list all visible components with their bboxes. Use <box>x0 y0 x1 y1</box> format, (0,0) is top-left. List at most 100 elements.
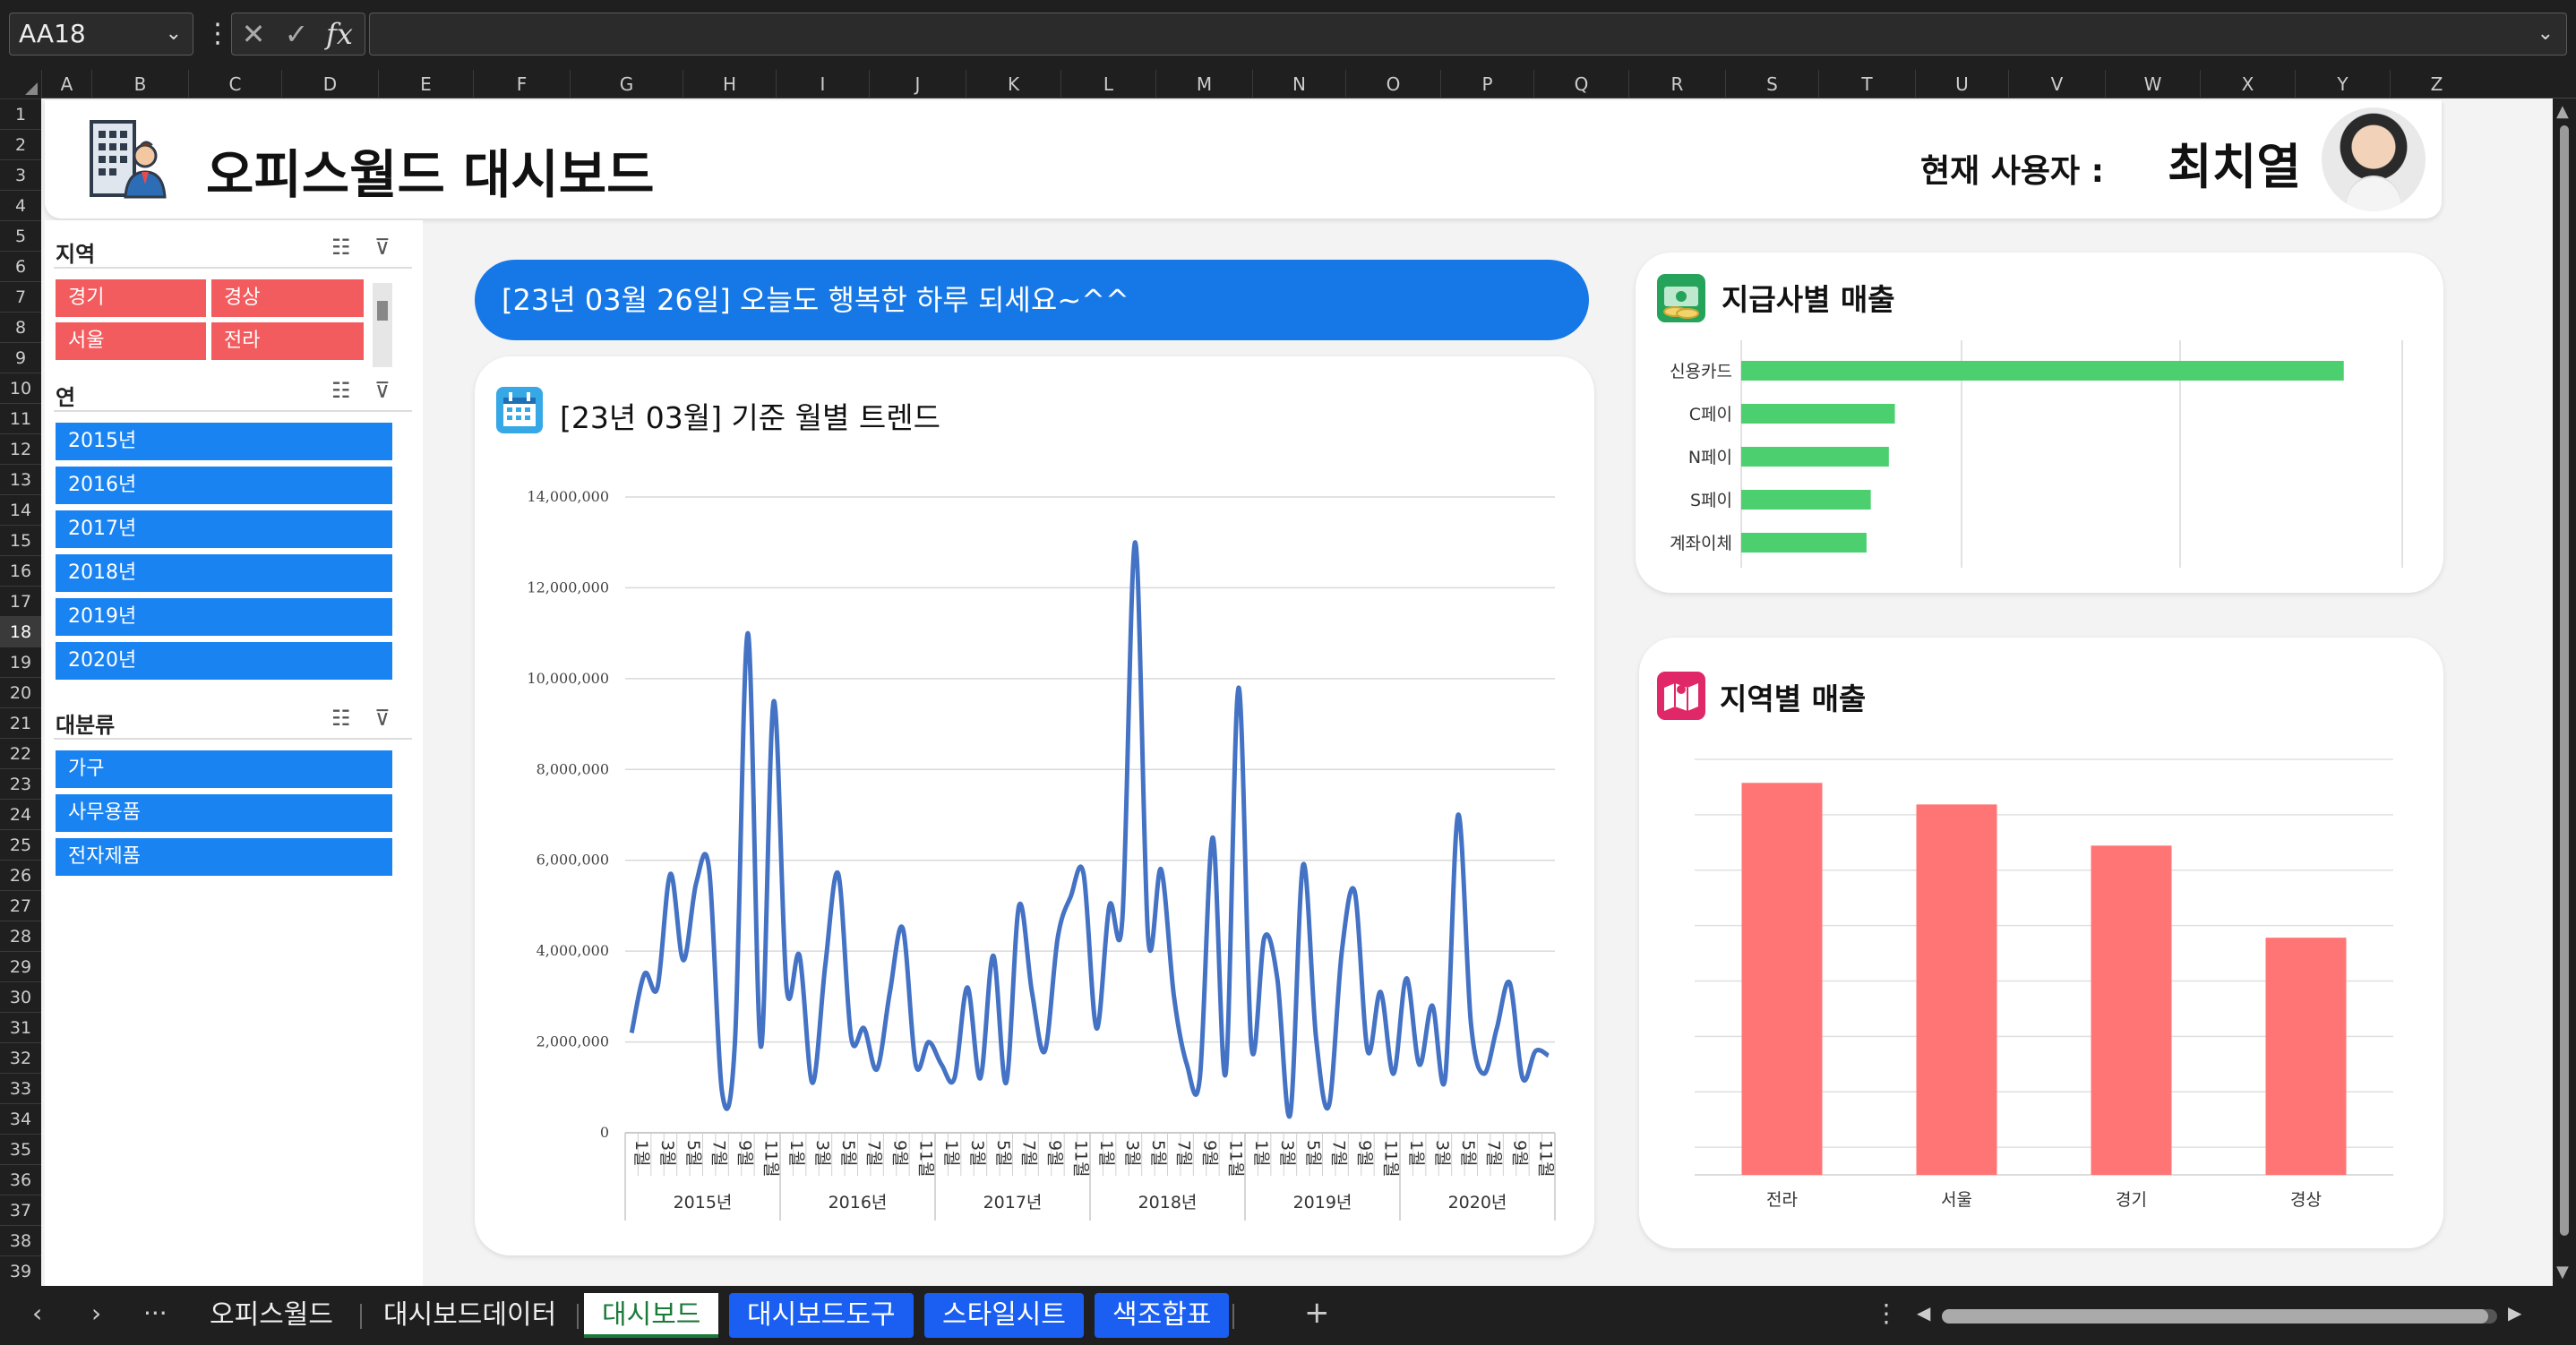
column-header-t[interactable]: T <box>1818 70 1915 99</box>
vertical-scrollbar[interactable]: ▲ ▼ <box>2553 99 2576 1286</box>
more-sheets-icon[interactable]: ··· <box>143 1298 167 1328</box>
row-header-30[interactable]: 30 <box>0 981 41 1012</box>
slicer-item-year[interactable]: 2015년 <box>56 423 392 460</box>
scroll-down-icon[interactable]: ▼ <box>2556 1263 2569 1281</box>
multi-select-icon[interactable]: ☷ <box>331 706 351 731</box>
column-header-g[interactable]: G <box>570 70 683 99</box>
row-header-26[interactable]: 26 <box>0 860 41 890</box>
row-header-16[interactable]: 16 <box>0 555 41 586</box>
row-header-21[interactable]: 21 <box>0 707 41 738</box>
chevron-down-icon[interactable]: ⌄ <box>165 22 182 45</box>
row-header-20[interactable]: 20 <box>0 677 41 707</box>
horizontal-scroll-thumb[interactable] <box>1942 1309 2488 1324</box>
more-vertical-icon[interactable]: ⋮ <box>204 18 231 49</box>
row-header-31[interactable]: 31 <box>0 1012 41 1042</box>
row-header-7[interactable]: 7 <box>0 281 41 312</box>
row-header-29[interactable]: 29 <box>0 951 41 981</box>
tab-color-palette[interactable]: 색조합표 <box>1095 1293 1230 1338</box>
row-header-9[interactable]: 9 <box>0 342 41 373</box>
function-icon[interactable]: fx <box>326 17 353 51</box>
row-header-19[interactable]: 19 <box>0 647 41 677</box>
row-header-35[interactable]: 35 <box>0 1134 41 1164</box>
row-header-5[interactable]: 5 <box>0 220 41 251</box>
horizontal-scrollbar[interactable]: ◀ ▶ <box>1917 1298 2531 1334</box>
tab-dashboard[interactable]: 대시보드 <box>584 1293 719 1338</box>
row-header-32[interactable]: 32 <box>0 1042 41 1073</box>
column-header-p[interactable]: P <box>1440 70 1533 99</box>
add-sheet-button[interactable]: + <box>1304 1295 1330 1331</box>
column-header-a[interactable]: A <box>41 70 91 99</box>
vertical-scroll-thumb[interactable] <box>2560 125 2569 1236</box>
tab-dashboard-data[interactable]: 대시보드데이터 <box>383 1299 557 1331</box>
column-header-k[interactable]: K <box>966 70 1060 99</box>
slicer-item-year[interactable]: 2018년 <box>56 554 392 592</box>
row-header-10[interactable]: 10 <box>0 373 41 403</box>
column-header-y[interactable]: Y <box>2295 70 2390 99</box>
row-header-27[interactable]: 27 <box>0 890 41 921</box>
row-header-25[interactable]: 25 <box>0 829 41 860</box>
row-header-11[interactable]: 11 <box>0 403 41 433</box>
tab-officeworld[interactable]: 오피스월드 <box>210 1299 333 1331</box>
row-header-28[interactable]: 28 <box>0 921 41 951</box>
column-header-z[interactable]: Z <box>2390 70 2483 99</box>
row-header-14[interactable]: 14 <box>0 494 41 525</box>
slicer-item-category[interactable]: 사무용품 <box>56 794 392 832</box>
slicer-item-region[interactable]: 경기 <box>56 279 206 317</box>
scroll-right-icon[interactable]: ▶ <box>2508 1302 2522 1324</box>
row-header-34[interactable]: 34 <box>0 1103 41 1134</box>
row-header-2[interactable]: 2 <box>0 129 41 159</box>
expand-formula-icon[interactable]: ⌄ <box>2537 22 2554 45</box>
row-header-18[interactable]: 18 <box>0 616 41 647</box>
column-header-q[interactable]: Q <box>1533 70 1628 99</box>
row-header-33[interactable]: 33 <box>0 1073 41 1103</box>
tab-dashboard-tools[interactable]: 대시보드도구 <box>729 1293 914 1338</box>
slicer-item-region[interactable]: 서울 <box>56 322 206 360</box>
column-header-j[interactable]: J <box>869 70 966 99</box>
enter-icon[interactable]: ✓ <box>284 17 309 51</box>
row-header-17[interactable]: 17 <box>0 586 41 616</box>
row-header-12[interactable]: 12 <box>0 433 41 464</box>
row-header-37[interactable]: 37 <box>0 1195 41 1225</box>
column-header-i[interactable]: I <box>776 70 869 99</box>
column-header-d[interactable]: D <box>281 70 378 99</box>
name-box[interactable]: AA18 ⌄ <box>9 13 193 56</box>
multi-select-icon[interactable]: ☷ <box>331 378 351 403</box>
row-header-39[interactable]: 39 <box>0 1255 41 1286</box>
slicer-item-year[interactable]: 2016년 <box>56 467 392 504</box>
column-header-w[interactable]: W <box>2105 70 2200 99</box>
column-header-e[interactable]: E <box>378 70 473 99</box>
formula-input[interactable]: ⌄ <box>369 13 2567 56</box>
multi-select-icon[interactable]: ☷ <box>331 235 351 260</box>
column-header-f[interactable]: F <box>473 70 570 99</box>
row-header-13[interactable]: 13 <box>0 464 41 494</box>
select-all-button[interactable] <box>0 70 41 99</box>
column-header-b[interactable]: B <box>91 70 188 99</box>
clear-filter-icon[interactable]: ⊽ <box>374 235 391 260</box>
column-header-x[interactable]: X <box>2200 70 2295 99</box>
row-header-36[interactable]: 36 <box>0 1164 41 1195</box>
column-header-r[interactable]: R <box>1628 70 1725 99</box>
scroll-left-icon[interactable]: ◀ <box>1917 1302 1931 1324</box>
row-header-38[interactable]: 38 <box>0 1225 41 1255</box>
slicer-item-category[interactable]: 가구 <box>56 750 392 788</box>
slicer-item-year[interactable]: 2019년 <box>56 598 392 636</box>
prev-sheet-icon[interactable]: ‹ <box>32 1298 43 1328</box>
column-header-c[interactable]: C <box>188 70 281 99</box>
tab-style-sheet[interactable]: 스타일시트 <box>924 1293 1084 1338</box>
slicer-item-category[interactable]: 전자제품 <box>56 838 392 876</box>
row-header-24[interactable]: 24 <box>0 799 41 829</box>
column-header-h[interactable]: H <box>683 70 776 99</box>
slicer-item-region[interactable]: 전라 <box>211 322 364 360</box>
row-header-15[interactable]: 15 <box>0 525 41 555</box>
column-header-u[interactable]: U <box>1915 70 2008 99</box>
slicer-scroll-thumb[interactable] <box>377 301 388 321</box>
row-header-4[interactable]: 4 <box>0 190 41 220</box>
row-header-22[interactable]: 22 <box>0 738 41 768</box>
row-header-3[interactable]: 3 <box>0 159 41 190</box>
tab-options-icon[interactable]: ⋮ <box>1874 1298 1899 1328</box>
scroll-up-icon[interactable]: ▲ <box>2556 102 2569 121</box>
row-header-23[interactable]: 23 <box>0 768 41 799</box>
row-header-8[interactable]: 8 <box>0 312 41 342</box>
row-header-1[interactable]: 1 <box>0 99 41 129</box>
slicer-scrollbar[interactable] <box>373 283 392 367</box>
